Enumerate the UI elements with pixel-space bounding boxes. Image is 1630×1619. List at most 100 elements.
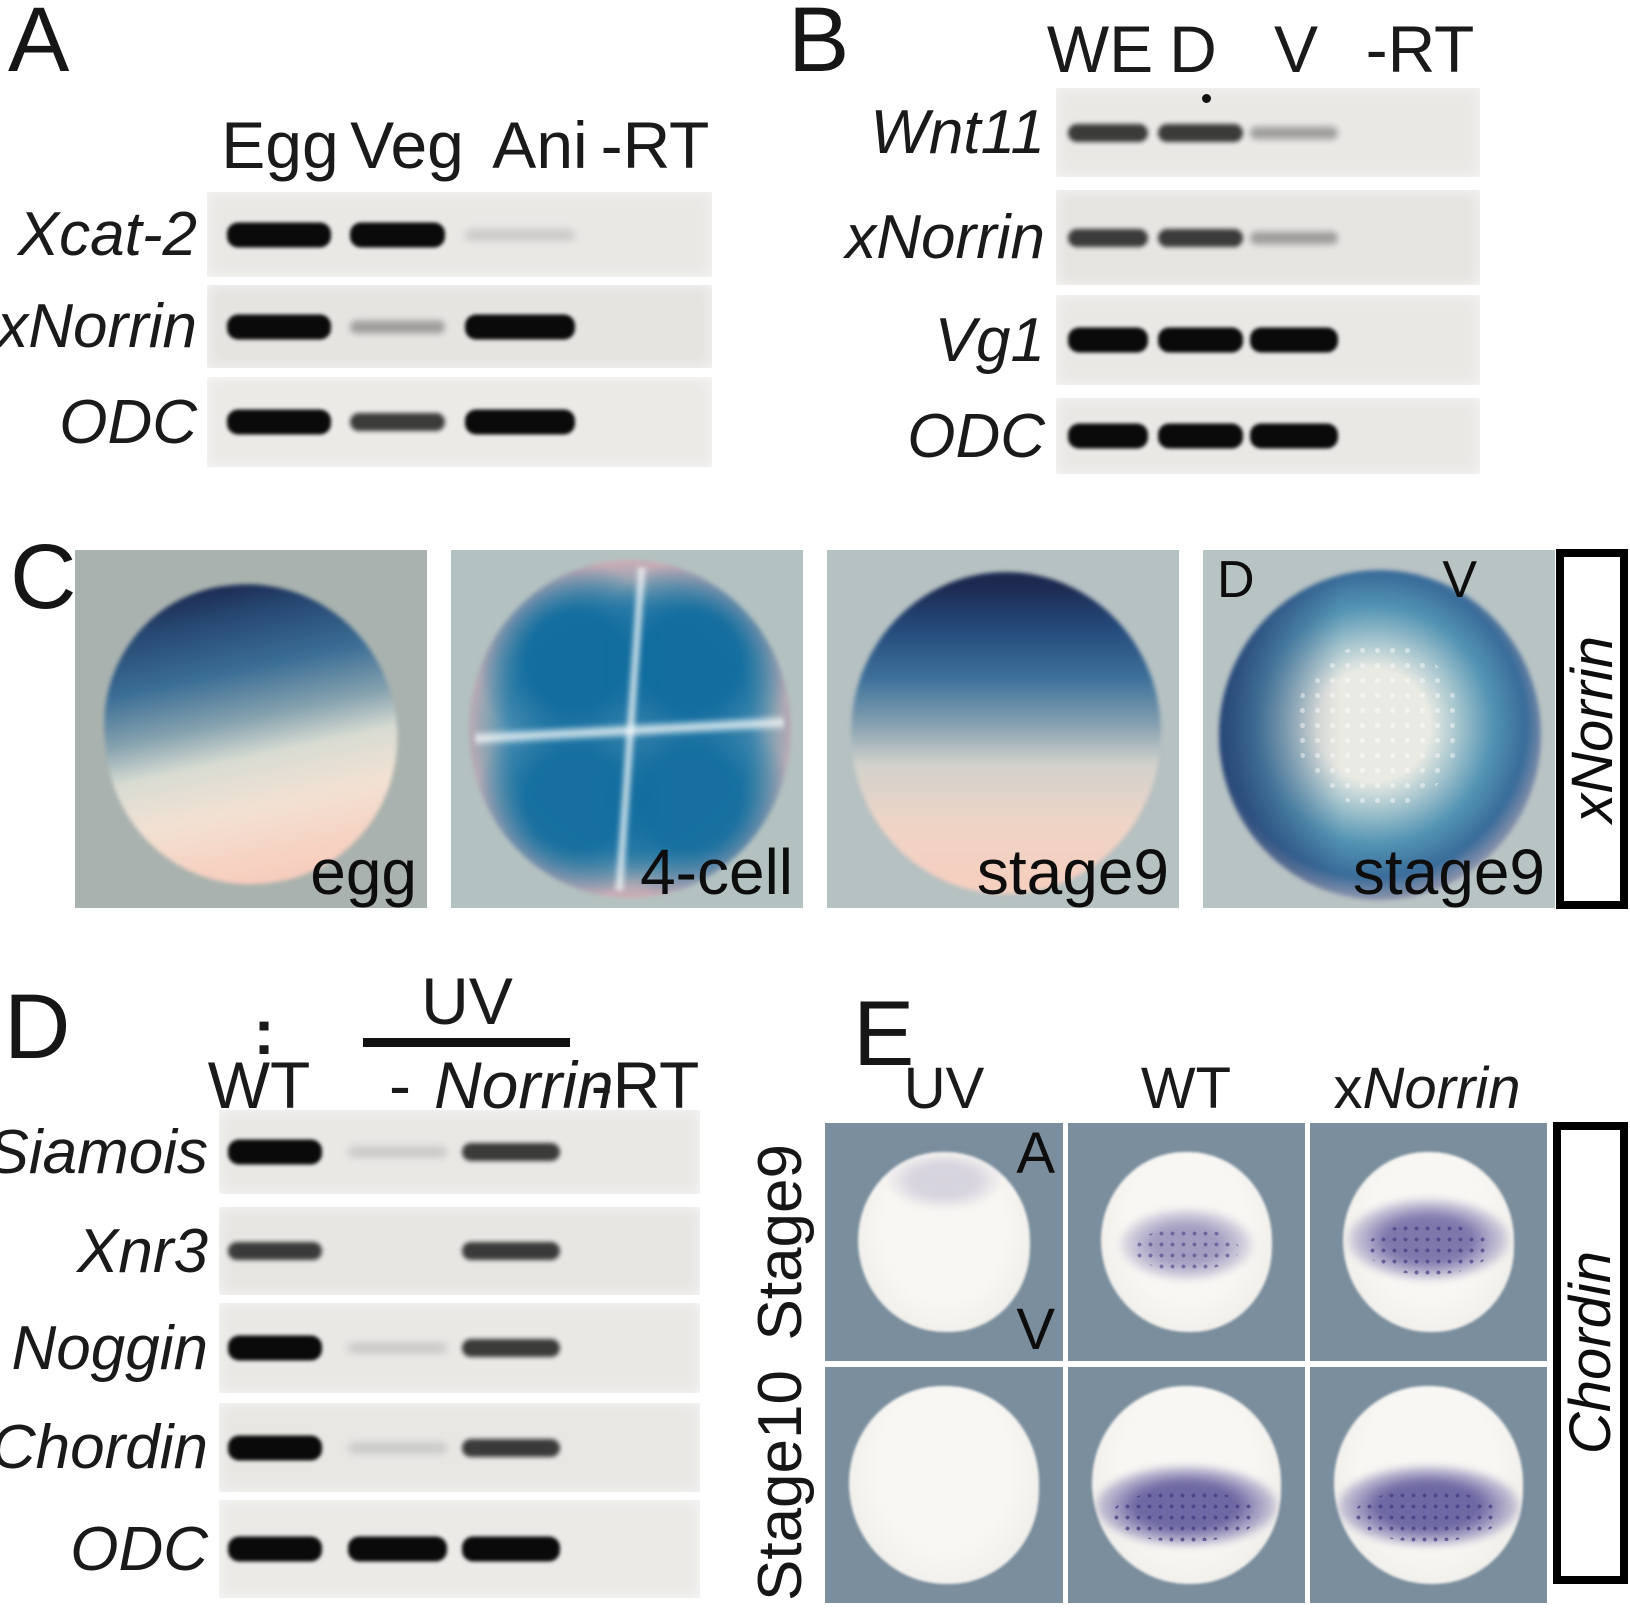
- gel-band: [227, 409, 331, 435]
- gel-band: [464, 229, 576, 240]
- gel-strip-a-odc: [207, 377, 712, 467]
- panel-e-side-label-box: Chordin: [1553, 1122, 1628, 1584]
- gel-band: [1067, 327, 1148, 353]
- gel-band: [347, 1146, 447, 1158]
- ventral-corner-label: V: [1016, 1297, 1055, 1361]
- gel-band: [347, 1442, 447, 1453]
- gel-band: [1250, 423, 1338, 449]
- panel-e-row-label-stage10: Stage10: [745, 1369, 815, 1601]
- embryo-stage9-xnorrin: [1310, 1123, 1547, 1361]
- panel-b-lane-d: D: [1169, 12, 1217, 86]
- gel-band: [349, 413, 445, 431]
- panel-d-row-label-chordin: Chordin: [0, 1413, 208, 1482]
- ventral-corner-label: V: [1442, 551, 1477, 609]
- photo-caption: stage9: [976, 836, 1169, 908]
- panel-a-lane-rt: -RT: [600, 108, 710, 182]
- gel-artifact-speck: [1202, 94, 1212, 104]
- panel-e-col-uv: UV: [903, 1056, 985, 1121]
- embryo-photo-4cell: 4-cell: [451, 550, 803, 908]
- photo-caption: 4-cell: [640, 836, 793, 908]
- gel-band: [227, 314, 331, 339]
- embryo-stage10-xnorrin: [1310, 1367, 1547, 1603]
- wt-colon-marker: :: [253, 996, 275, 1068]
- panel-d-row-label-odc: ODC: [70, 1514, 208, 1584]
- gel-band: [464, 314, 576, 339]
- panel-a-lane-ani: Ani: [492, 108, 588, 182]
- uv-group-label: UV: [421, 964, 513, 1038]
- stage9-dv-embryo: [1219, 570, 1541, 900]
- panel-d-label: D: [4, 976, 71, 1078]
- gel-band: [228, 1242, 322, 1260]
- panel-e-row-label-stage9: Stage9: [745, 1143, 815, 1341]
- panel-e-side-label: Chordin: [1558, 1251, 1623, 1455]
- panel-b-lane-rt: -RT: [1365, 12, 1475, 86]
- embryo-body: [848, 1385, 1040, 1585]
- panel-c-side-label: xNorrin: [1559, 635, 1625, 823]
- panel-b-row-label-xnorrin: xNorrin: [845, 203, 1045, 272]
- speckle-texture: [1294, 643, 1464, 808]
- stain-speckles: [1352, 1489, 1500, 1542]
- gel-band: [228, 1139, 322, 1165]
- panel-d-lane-norrin: Norrin: [434, 1048, 614, 1122]
- stage9-embryo: [851, 572, 1161, 894]
- gel-band: [461, 1438, 560, 1457]
- gel-band: [461, 1339, 560, 1357]
- gel-strip-a-xcat2: [207, 192, 712, 277]
- embryo-photo-stage9-vegetal: D V stage9: [1203, 550, 1555, 908]
- uv-group-overline: [363, 1038, 570, 1047]
- embryo-stage10-wt: [1068, 1367, 1305, 1603]
- panel-b-row-label-wnt11: Wnt11: [870, 98, 1045, 167]
- gel-band: [1157, 423, 1243, 449]
- embryo-photo-stage9-lateral: stage9: [827, 550, 1179, 908]
- stain-blotch: [886, 1151, 1002, 1209]
- gel-strip-d-siamois: [219, 1110, 700, 1194]
- photo-caption: stage9: [1352, 836, 1545, 908]
- gel-band: [228, 1536, 322, 1562]
- embryo-stage10-uv: [825, 1367, 1063, 1603]
- gel-strip-d-chordin: [219, 1403, 700, 1492]
- panel-c-side-label-box: xNorrin: [1556, 549, 1628, 909]
- stain-speckles: [1110, 1489, 1258, 1542]
- gel-strip-b-vg1: [1056, 295, 1480, 385]
- gel-band: [347, 1342, 447, 1354]
- embryo-stage9-wt: [1068, 1123, 1305, 1361]
- dorsal-corner-label: D: [1217, 551, 1255, 609]
- gel-band: [1250, 126, 1338, 139]
- embryo-body: [858, 1151, 1030, 1333]
- panel-b-lane-v: V: [1273, 12, 1319, 86]
- gel-band: [461, 1242, 560, 1260]
- panel-d-lane-rt: -RT: [590, 1048, 700, 1122]
- gel-band: [464, 409, 576, 435]
- gel-strip-b-xnorrin: [1056, 190, 1480, 285]
- embryo-photo-egg: egg: [75, 550, 427, 908]
- panel-d-lane-wt: WT: [207, 1048, 311, 1122]
- gel-band: [228, 1435, 322, 1460]
- panel-d-row-label-siamois: Siamois: [0, 1117, 208, 1187]
- gel-band: [1067, 423, 1148, 449]
- panel-b-row-label-odc: ODC: [907, 401, 1045, 471]
- gel-band: [1250, 231, 1338, 244]
- gel-band: [349, 320, 445, 333]
- gel-band: [1157, 327, 1243, 353]
- four-cell-embryo: [469, 560, 791, 898]
- gel-band: [1067, 228, 1148, 247]
- animal-corner-label: A: [1016, 1123, 1055, 1186]
- gel-band: [1250, 327, 1338, 353]
- gel-band: [228, 1335, 322, 1361]
- panel-a-lane-veg: Veg: [350, 108, 464, 182]
- panel-d-row-label-xnr3: Xnr3: [77, 1216, 208, 1286]
- panel-a-row-label-xcat2: Xcat-2: [17, 200, 197, 269]
- gel-strip-d-xnr3: [219, 1207, 700, 1295]
- gel-band: [461, 1143, 560, 1161]
- photo-caption: egg: [310, 836, 417, 908]
- panel-d-lane-minus: -: [389, 1048, 411, 1122]
- gel-strip-d-odc: [219, 1500, 700, 1598]
- embryo-stage9-uv: A V: [825, 1123, 1063, 1361]
- gel-strip-d-noggin: [219, 1303, 700, 1393]
- panel-a-row-label-xnorrin: xNorrin: [0, 292, 197, 361]
- gel-strip-b-wnt11: [1056, 88, 1480, 177]
- gel-band: [349, 222, 445, 247]
- panel-a-label: A: [8, 0, 70, 91]
- gel-band: [1157, 228, 1243, 247]
